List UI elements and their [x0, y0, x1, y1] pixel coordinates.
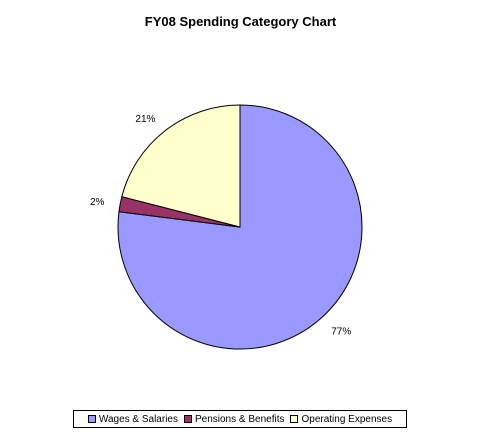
- slice-label-operating-expenses: 21%: [135, 114, 155, 125]
- legend-item-operating-expenses: Operating Expenses: [290, 414, 392, 425]
- legend-item-wages-salaries: Wages & Salaries: [87, 413, 178, 425]
- slice-label-pensions-benefits: 2%: [90, 197, 105, 208]
- legend-item-pensions-benefits: Pensions & Benefits: [183, 413, 285, 425]
- legend: Wages & Salaries Pensions & Benefits Ope…: [73, 410, 407, 428]
- pie-slice-operating-expenses: [121, 104, 241, 228]
- legend-swatch-pensions-benefits: [183, 415, 192, 423]
- legend-swatch-wages-salaries: [87, 415, 96, 423]
- chart-title: FY08 Spending Category Chart: [144, 14, 337, 29]
- legend-swatch-operating-expenses: [290, 415, 299, 423]
- legend-label-wages-salaries: Wages & Salaries: [98, 413, 178, 425]
- slice-label-wages-salaries: 77%: [331, 327, 351, 338]
- pie-chart: 77% 2% 21%: [90, 104, 363, 350]
- legend-label-operating-expenses: Operating Expenses: [301, 413, 393, 425]
- legend-label-pensions-benefits: Pensions & Benefits: [194, 413, 285, 425]
